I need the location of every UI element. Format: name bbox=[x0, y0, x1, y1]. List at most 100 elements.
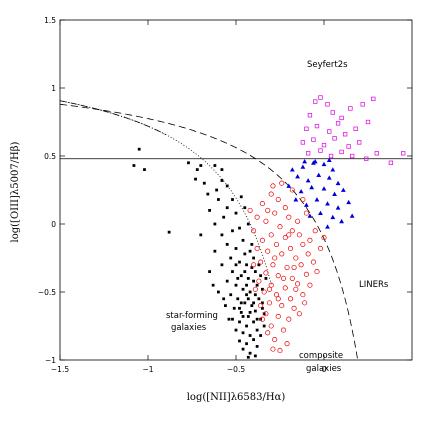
region-label-starforming-line2: galaxies bbox=[171, 323, 207, 333]
data-point-filled-square bbox=[243, 301, 247, 305]
data-point-filled-triangle bbox=[295, 174, 300, 179]
data-point-filled-square bbox=[259, 317, 263, 321]
data-point-filled-square bbox=[238, 306, 241, 310]
data-point-open-circle bbox=[265, 330, 271, 336]
data-point-open-circle bbox=[282, 285, 288, 291]
data-point-open-circle bbox=[268, 282, 274, 288]
data-point-filled-square bbox=[241, 331, 245, 335]
data-point-filled-square bbox=[261, 287, 264, 291]
data-point-open-circle bbox=[314, 269, 320, 275]
data-point-filled-triangle bbox=[309, 184, 315, 190]
region-label-liners: LINERs bbox=[359, 280, 389, 290]
data-point-open-square bbox=[327, 129, 332, 134]
data-point-filled-square bbox=[255, 328, 259, 332]
data-point-open-circle bbox=[273, 241, 280, 247]
data-point-open-square bbox=[353, 126, 358, 131]
data-point-filled-square bbox=[206, 192, 210, 196]
reference-line-dashdot-3 bbox=[59, 100, 166, 135]
data-point-open-square bbox=[318, 148, 323, 153]
data-point-open-circle bbox=[293, 255, 299, 261]
data-point-filled-square bbox=[236, 277, 240, 280]
data-point-open-circle bbox=[272, 337, 278, 343]
data-point-open-circle bbox=[251, 228, 257, 234]
data-point-open-circle bbox=[261, 289, 267, 295]
data-point-filled-square bbox=[224, 304, 227, 307]
data-point-open-circle bbox=[284, 341, 290, 347]
data-point-open-square bbox=[364, 156, 369, 161]
data-point-open-circle bbox=[300, 241, 306, 247]
data-point-open-circle bbox=[295, 218, 301, 224]
data-point-open-circle bbox=[277, 347, 283, 354]
data-point-filled-square bbox=[262, 324, 266, 328]
data-point-open-square bbox=[350, 153, 355, 159]
y-tick-label: 0.5 bbox=[44, 152, 56, 161]
data-point-open-circle bbox=[286, 316, 292, 322]
data-point-filled-triangle bbox=[307, 213, 313, 218]
data-point-open-square bbox=[314, 123, 320, 129]
data-point-filled-square bbox=[246, 277, 250, 280]
data-point-open-circle bbox=[256, 278, 262, 284]
data-point-filled-triangle bbox=[314, 197, 320, 202]
data-point-open-circle bbox=[247, 207, 253, 213]
data-point-filled-triangle bbox=[346, 199, 352, 205]
data-point-open-circle bbox=[296, 311, 302, 317]
region-label-seyferts: Seyfert2s bbox=[307, 60, 348, 70]
data-point-open-circle bbox=[259, 316, 265, 322]
data-point-filled-square bbox=[248, 290, 252, 294]
data-point-open-circle bbox=[265, 207, 271, 213]
data-point-open-circle bbox=[266, 286, 272, 292]
data-point-filled-triangle bbox=[286, 183, 292, 188]
data-point-filled-square bbox=[241, 238, 245, 242]
data-point-filled-square bbox=[143, 168, 146, 171]
data-point-open-circle bbox=[268, 323, 274, 329]
data-point-open-square bbox=[335, 121, 341, 126]
data-point-filled-square bbox=[194, 177, 197, 181]
data-point-open-circle bbox=[310, 259, 316, 265]
data-point-open-circle bbox=[280, 327, 287, 333]
data-point-filled-triangle bbox=[335, 205, 341, 210]
data-point-filled-square bbox=[238, 226, 241, 230]
data-point-open-square bbox=[318, 95, 323, 100]
data-point-filled-square bbox=[252, 320, 255, 324]
data-point-filled-triangle bbox=[300, 164, 306, 169]
reference-line-dashed-1 bbox=[59, 103, 359, 361]
data-point-open-square bbox=[339, 115, 344, 121]
data-point-filled-triangle bbox=[321, 186, 327, 191]
data-point-filled-square bbox=[238, 320, 241, 324]
data-point-open-circle bbox=[275, 196, 281, 203]
y-tick-label: 0 bbox=[51, 220, 56, 229]
data-point-filled-square bbox=[255, 345, 259, 348]
plot-frame bbox=[59, 19, 413, 361]
data-point-filled-square bbox=[261, 301, 264, 305]
data-point-open-circle bbox=[303, 271, 309, 277]
data-point-filled-square bbox=[252, 338, 255, 341]
data-point-open-circle bbox=[286, 214, 292, 220]
data-point-open-circle bbox=[307, 237, 313, 243]
data-point-filled-square bbox=[262, 312, 266, 316]
data-point-filled-square bbox=[137, 147, 141, 151]
data-point-open-square bbox=[374, 151, 379, 156]
data-point-filled-square bbox=[213, 249, 217, 253]
data-point-filled-square bbox=[250, 243, 254, 246]
data-point-open-circle bbox=[275, 273, 281, 279]
data-points bbox=[132, 95, 406, 359]
data-point-filled-square bbox=[253, 293, 257, 297]
data-point-filled-square bbox=[236, 297, 240, 301]
data-point-filled-square bbox=[257, 297, 261, 301]
data-point-open-circle bbox=[277, 224, 283, 230]
data-point-open-circle bbox=[259, 237, 265, 243]
data-point-filled-triangle bbox=[305, 178, 311, 183]
data-point-filled-triangle bbox=[298, 188, 304, 194]
data-point-open-circle bbox=[291, 305, 297, 311]
data-point-filled-square bbox=[208, 209, 211, 212]
data-point-filled-square bbox=[231, 317, 234, 321]
data-point-open-square bbox=[307, 113, 313, 118]
data-point-filled-square bbox=[245, 342, 248, 346]
data-point-open-square bbox=[328, 153, 334, 159]
data-point-filled-square bbox=[202, 181, 206, 185]
data-point-filled-square bbox=[220, 168, 224, 171]
y-tick-label: −1 bbox=[45, 356, 56, 365]
data-point-open-square bbox=[339, 149, 344, 155]
data-point-filled-square bbox=[250, 304, 254, 307]
data-point-open-square bbox=[365, 119, 371, 125]
